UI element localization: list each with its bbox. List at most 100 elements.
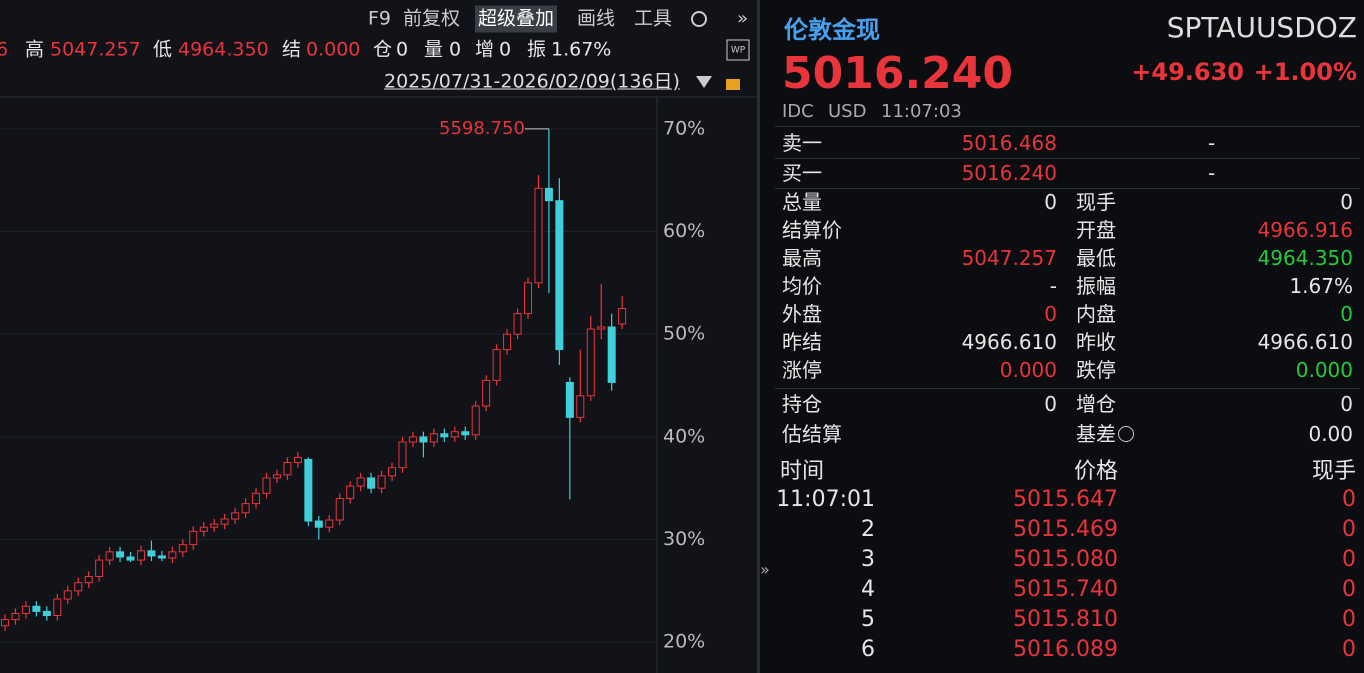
tick-time: 2 [861,517,875,542]
stat-label: 总量 [782,190,822,214]
candle-body [252,492,261,505]
info-item: 量 [424,38,444,61]
more-icon[interactable]: » [737,8,748,29]
info-item: 增 [475,38,495,61]
candle-body [492,349,501,381]
splitter [757,0,760,673]
change-pct: +1.00% [1253,58,1357,86]
info-item: 6 [0,38,9,61]
expand-icon[interactable]: » [760,560,770,579]
candle-body [544,187,553,202]
candle-body [346,485,355,499]
tick-price: 5015.810 [1013,607,1118,632]
tick-time: 3 [861,547,875,572]
candle-body [136,550,145,561]
candle-body [461,431,470,436]
y-tick-label: 50% [663,323,705,345]
stat-value: 4964.350 [1257,246,1353,270]
date-range[interactable]: 2025/07/31-2026/02/09(136日) [384,70,680,93]
tick-volume: 0 [1342,577,1356,602]
stat-label: 结算价 [782,218,842,242]
wp-icon[interactable] [726,39,750,61]
column-header: 现手 [1311,459,1356,484]
candle-body [283,462,292,476]
candle-body [53,598,62,617]
candle-body [63,590,72,600]
stat-value: 5047.257 [961,246,1057,270]
stat-value: 0 [1340,392,1353,416]
info-item: 0 [449,38,462,61]
tick-time: 5 [861,607,875,632]
candle-body [618,308,627,325]
settings-icon[interactable] [691,11,707,27]
tick-volume: 0 [1342,607,1356,632]
tick-time: 6 [861,637,875,662]
stat-label: 外盘 [782,302,822,326]
candle-body [377,475,386,489]
candle-body [210,523,219,528]
tick-price: 5015.647 [1013,487,1118,512]
y-tick-label: 20% [663,631,705,653]
candle-body [534,187,543,284]
candle-body [1,619,9,627]
stat-label: 最低 [1076,246,1116,270]
tick-volume: 0 [1342,637,1356,662]
wp-icon-text: WP [731,46,746,56]
candle-body [388,467,397,477]
quote-volume: - [1208,161,1216,185]
info-item: 4964.350 [178,38,269,61]
candle-body [555,200,564,351]
y-tick-label: 70% [663,117,705,139]
candle-body [408,436,417,443]
candle-body [178,544,187,553]
stat-value: 4966.610 [1257,330,1353,354]
candle-body [524,282,532,315]
candle-body [168,551,177,559]
stat-value: 0.00 [1308,422,1353,446]
annotation: 5598.750 [439,118,525,139]
stat-label: 均价 [782,274,822,298]
toolbar-item[interactable]: 工具 [634,7,673,30]
candle-body [147,550,156,557]
tick-price: 5015.080 [1013,547,1118,572]
info-item: 5047.257 [50,38,141,61]
last-price: 5016.240 [782,48,1014,99]
candle-body [231,512,240,520]
lock-icon[interactable] [726,79,740,90]
stat-label: 开盘 [1076,218,1116,242]
stat-label: 昨收 [1076,330,1116,354]
info-item: 结 [282,38,302,61]
candle-body [126,556,135,561]
candle-body [21,605,30,614]
stat-label: 现手 [1076,190,1116,214]
stat-label: 持仓 [782,392,822,416]
info-item: 仓 [373,38,393,61]
tick-volume: 0 [1342,517,1356,542]
stat-value: 4966.610 [961,330,1057,354]
stat-label: 内盘 [1076,302,1116,326]
row-line [775,388,1360,389]
quote-label: 买一 [782,161,822,185]
dropdown-icon[interactable] [696,76,712,88]
quote-volume: - [1208,131,1216,155]
candle-body [189,530,198,546]
candle-body [597,326,606,330]
tick-time: 4 [861,577,875,602]
toolbar-item[interactable]: 超级叠加 [475,5,558,33]
candle-body [241,503,250,514]
y-tick-label: 30% [663,528,705,550]
candle-body [42,610,51,617]
stat-value: 0.000 [999,358,1057,382]
info-icon[interactable] [1118,426,1134,442]
info-item: 1.67% [551,38,612,61]
info-item: 低 [153,38,173,61]
y-tick-label: 40% [663,425,705,447]
toolbar-item[interactable]: F9 [368,7,392,30]
toolbar-item[interactable]: 画线 [577,7,616,30]
candle-body [11,612,20,621]
toolbar-item[interactable]: 前复权 [403,7,461,30]
candle-body [398,441,407,469]
stat-label: 估结算 [782,422,842,446]
candle-body [116,551,125,558]
stat-value: 0 [1340,190,1353,214]
